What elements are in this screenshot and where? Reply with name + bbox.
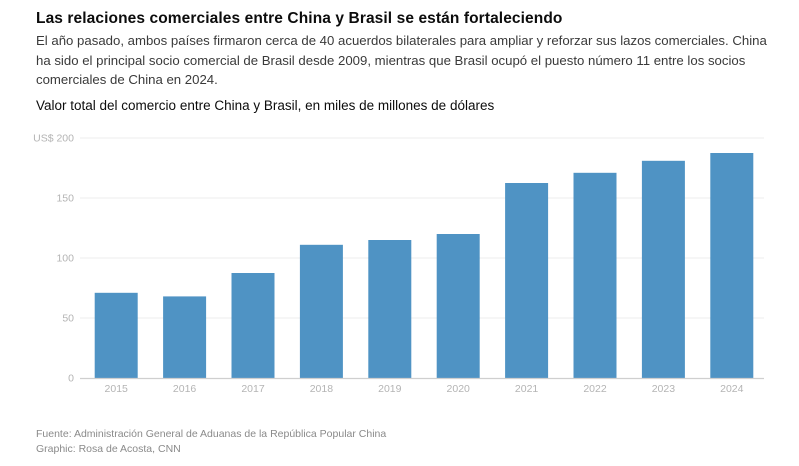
x-tick-label: 2017 — [241, 383, 265, 395]
y-tick-label: 0 — [68, 373, 74, 385]
x-tick-label: 2015 — [105, 383, 129, 395]
x-tick-label: 2016 — [173, 383, 197, 395]
chart-headline: Las relaciones comerciales entre China y… — [36, 10, 563, 27]
bars — [94, 153, 754, 378]
x-tick-label: 2021 — [515, 383, 539, 395]
chart-description: El año pasado, ambos países firmaron cer… — [36, 33, 767, 87]
bar-2018 — [299, 244, 343, 378]
source-note: Fuente: Administración General de Aduana… — [36, 428, 387, 440]
chart-subtitle: Valor total del comercio entre China y B… — [36, 98, 495, 113]
x-tick-label: 2019 — [378, 383, 402, 395]
bar-2016 — [163, 296, 207, 378]
graphic-credit: Graphic: Rosa de Acosta, CNN — [36, 442, 181, 455]
x-tick-label: 2022 — [583, 383, 607, 395]
x-tick-label: 2023 — [652, 383, 676, 395]
bar-2017 — [231, 273, 275, 378]
x-tick-label: 2020 — [447, 383, 471, 395]
y-tick-label: US$ 200 — [33, 133, 74, 145]
bar-2020 — [436, 234, 480, 378]
bar-2019 — [368, 240, 412, 378]
y-tick-labels: 0 50 100 150 US$ 200 — [33, 133, 74, 385]
y-tick-label: 100 — [56, 253, 74, 265]
bar-chart: 0 50 100 150 US$ 200 2015 2016 2017 2018 2019 202… — [33, 133, 764, 395]
x-tick-labels: 2015 2016 2017 2018 2019 2020 2021 2022 2023 2024 — [105, 383, 744, 395]
x-tick-label: 2018 — [310, 383, 334, 395]
bar-2023 — [641, 160, 685, 378]
y-tick-label: 150 — [56, 193, 74, 205]
bar-2024 — [710, 153, 754, 378]
y-tick-label: 50 — [62, 313, 74, 325]
bar-2015 — [94, 292, 138, 378]
chart-footer: Fuente: Administración General de Aduana… — [36, 427, 386, 456]
x-tick-label: 2024 — [720, 383, 744, 395]
bar-2022 — [573, 172, 617, 378]
bar-2021 — [505, 183, 549, 378]
